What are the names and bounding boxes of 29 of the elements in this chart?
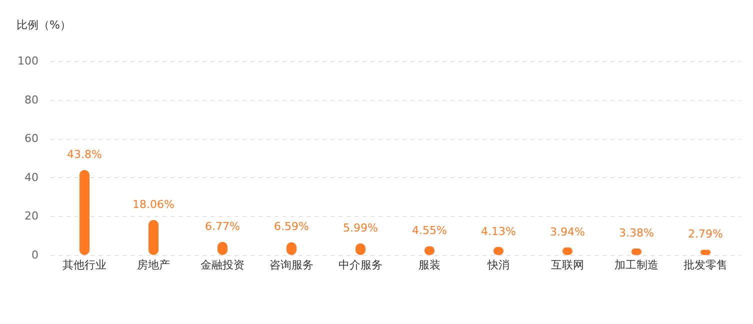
data-label: 43.8% xyxy=(67,148,102,162)
x-tick-label: 房地产 xyxy=(137,258,170,272)
x-tick-label: 快消 xyxy=(486,258,510,272)
x-tick-label: 咨询服务 xyxy=(270,258,314,272)
bar xyxy=(80,170,90,255)
x-tick-label: 互联网 xyxy=(551,258,584,272)
x-tick-label: 加工制造 xyxy=(614,258,658,272)
x-tick-label: 批发零售 xyxy=(684,258,728,272)
y-tick-label: 100 xyxy=(18,54,38,68)
data-label: 4.55% xyxy=(412,224,447,238)
x-tick-label: 金融投资 xyxy=(200,258,244,272)
bar xyxy=(148,220,158,255)
data-label: 6.77% xyxy=(205,220,240,233)
data-label: 5.99% xyxy=(343,221,378,234)
y-tick-label: 60 xyxy=(24,132,38,146)
data-label: 6.59% xyxy=(274,220,309,234)
x-tick-label: 服装 xyxy=(418,258,440,272)
y-tick-label: 20 xyxy=(24,210,38,223)
y-axis-title: 比例（%） xyxy=(16,18,71,32)
y-tick-label: 80 xyxy=(24,93,38,106)
data-label: 4.13% xyxy=(481,224,516,238)
x-tick-label: 中介服务 xyxy=(338,258,382,272)
data-label: 3.94% xyxy=(550,225,585,238)
data-label: 2.79% xyxy=(688,228,723,241)
x-tick-label: 其他行业 xyxy=(62,258,106,272)
y-tick-label: 40 xyxy=(24,170,38,184)
data-label: 3.38% xyxy=(619,226,654,240)
y-tick-label: 0 xyxy=(32,248,38,262)
data-label: 18.06% xyxy=(132,198,174,211)
